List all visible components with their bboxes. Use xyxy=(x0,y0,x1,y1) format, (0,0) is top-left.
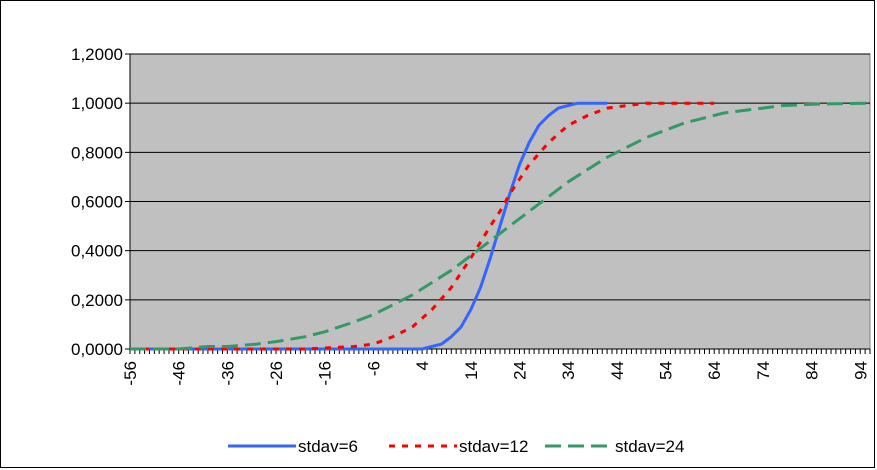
series-line-3 xyxy=(130,101,871,351)
x-tick-label: 24 xyxy=(510,361,529,380)
legend-label-1: stdav=6 xyxy=(298,437,358,456)
y-tick-label: 0,6000 xyxy=(71,193,123,212)
y-tick-label: 0,0000 xyxy=(71,340,123,359)
legend-label-2: stdav=12 xyxy=(459,437,528,456)
x-tick-label: 64 xyxy=(705,361,724,380)
x-tick-label: 14 xyxy=(462,361,481,380)
y-tick-label: 0,8000 xyxy=(71,143,123,162)
x-axis: -56 -46 -36 -26 -16 -6 4 14 24 34 44 54 64 74 84 94 xyxy=(121,348,871,386)
y-tick-label: 0,4000 xyxy=(71,242,123,261)
x-tick-label: 44 xyxy=(608,361,627,380)
x-tick-label: 54 xyxy=(657,361,676,380)
x-tick-label: -26 xyxy=(267,361,286,386)
series-line-2 xyxy=(130,101,715,351)
x-tick-label: -36 xyxy=(218,361,237,386)
y-axis: 0,0000 0,2000 0,4000 0,6000 0,8000 1,0000 1,20… xyxy=(71,45,131,359)
series-layer xyxy=(130,101,871,351)
x-tick-label: 4 xyxy=(413,361,432,370)
x-tick-label: -46 xyxy=(170,361,189,386)
x-tick-label: 84 xyxy=(803,361,822,380)
y-tick-label: 1,0000 xyxy=(71,94,123,113)
x-tick-label: -16 xyxy=(316,361,335,386)
x-tick-label: 74 xyxy=(754,361,773,380)
legend: stdav=6 stdav=12 stdav=24 xyxy=(228,437,684,456)
x-tick-label: 34 xyxy=(559,361,578,380)
y-tick-label: 1,2000 xyxy=(71,45,123,64)
y-tick-label: 0,2000 xyxy=(71,291,123,310)
x-tick-label: -56 xyxy=(121,361,140,386)
x-tick-label: -6 xyxy=(364,361,383,376)
x-tick-label: 94 xyxy=(851,361,870,380)
legend-label-3: stdav=24 xyxy=(615,437,684,456)
gridlines xyxy=(130,53,870,301)
series-line-1 xyxy=(130,101,608,351)
